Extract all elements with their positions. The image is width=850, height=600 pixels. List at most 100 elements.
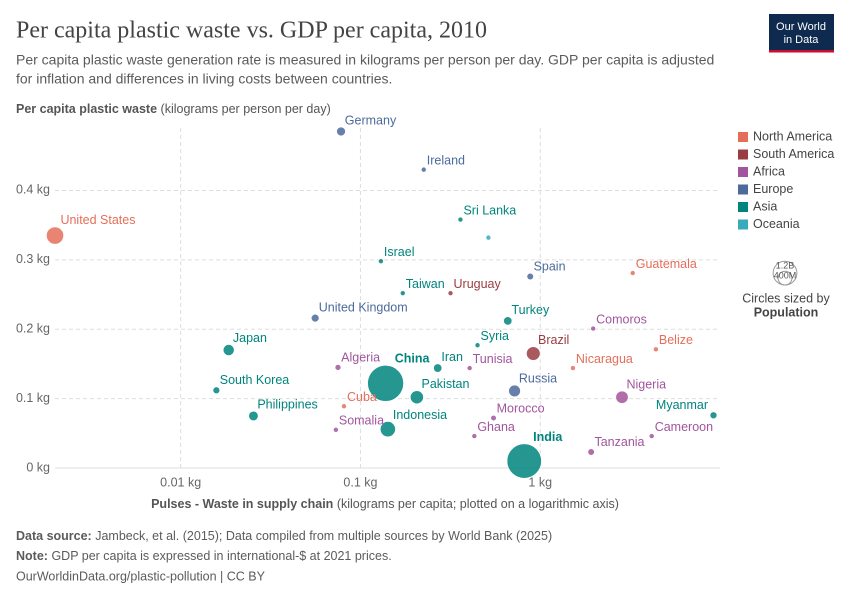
logo-text: Our World — [776, 21, 826, 33]
point-label: Turkey — [511, 303, 549, 317]
x-tick-label: 0.1 kg — [343, 475, 377, 489]
y-tick-label: 0.4 kg — [16, 183, 50, 197]
logo-bar — [769, 50, 834, 53]
bubble — [379, 421, 396, 438]
bubble — [490, 414, 497, 422]
bubble — [333, 427, 339, 433]
point-label: Sri Lanka — [463, 203, 516, 217]
source-label: Data source: — [16, 529, 92, 543]
bubble — [570, 365, 576, 371]
legend-label: Oceania — [753, 217, 800, 231]
bubble — [466, 365, 473, 371]
bubble — [471, 433, 478, 439]
point-label: Somalia — [339, 414, 384, 428]
point-label: India — [533, 430, 563, 444]
bubble — [615, 390, 629, 404]
size-legend-label: 1.2B — [776, 261, 795, 271]
point-label: Cuba — [347, 390, 377, 404]
bubble — [648, 433, 655, 439]
point-label: United States — [60, 213, 135, 227]
point-label: Morocco — [497, 402, 545, 416]
bubble — [46, 226, 64, 245]
bubble — [526, 346, 541, 361]
legend-label: Europe — [753, 182, 793, 196]
x-axis-note: (kilograms per capita; plotted on a loga… — [337, 497, 619, 511]
bubble — [590, 325, 596, 332]
bubble — [506, 443, 542, 479]
bubble — [341, 403, 347, 410]
legend-swatch — [738, 149, 748, 160]
y-tick-label: 0.1 kg — [16, 391, 50, 405]
legend-label: Asia — [753, 199, 777, 213]
bubble — [653, 346, 659, 353]
bubble — [222, 344, 235, 356]
bubble — [399, 290, 406, 296]
point-label: Philippines — [257, 397, 317, 411]
y-axis-title: Per capita plastic waste — [16, 102, 157, 116]
source: Data source: Jambeck, et al. (2015); Dat… — [16, 529, 552, 543]
logo-box — [769, 14, 834, 52]
x-axis-label: Pulses - Waste in supply chain (kilogram… — [151, 497, 619, 511]
point-label: Uruguay — [454, 277, 502, 291]
legend-swatch — [738, 184, 748, 195]
point-label: Ireland — [427, 153, 465, 167]
size-legend-variable: Population — [754, 305, 819, 319]
x-tick-label: 0.01 kg — [160, 475, 201, 489]
point-label: Pakistan — [422, 377, 470, 391]
point-label: Spain — [534, 259, 566, 273]
point-label: Iran — [441, 350, 463, 364]
point-label: Brazil — [538, 333, 569, 347]
bubble — [629, 270, 636, 276]
note-label: Note: — [16, 549, 48, 563]
y-tick-label: 0.2 kg — [16, 322, 50, 336]
point-label: Nigeria — [626, 377, 666, 391]
url: OurWorldinData.org/plastic-pollution | C… — [16, 569, 266, 583]
bubble — [433, 363, 443, 373]
y-axis-label: Per capita plastic waste (kilograms per … — [16, 102, 331, 116]
note: Note: GDP per capita is expressed in int… — [16, 549, 392, 563]
point-label: Belize — [659, 333, 693, 347]
y-axis-note: (kilograms per person per day) — [161, 102, 331, 116]
subtitle: for inflation and differences in living … — [16, 71, 392, 87]
bubble — [367, 365, 404, 402]
point-label: Cameroon — [655, 420, 713, 434]
bubble — [409, 390, 424, 405]
chart-title: Per capita plastic waste vs. GDP per cap… — [16, 18, 487, 44]
size-legend-label: 400M — [774, 271, 797, 281]
legend-swatch — [738, 202, 748, 212]
point-label: Myanmar — [656, 398, 708, 412]
bubble — [420, 166, 427, 173]
point-label: Ghana — [477, 420, 515, 434]
legend-label: North America — [753, 129, 832, 143]
bubble — [334, 364, 342, 371]
bubble — [587, 448, 595, 456]
point-label: China — [395, 352, 431, 366]
bubble — [378, 258, 384, 265]
point-label: Indonesia — [393, 408, 447, 422]
bubble — [457, 216, 464, 223]
source-text: Jambeck, et al. (2015); Data compiled fr… — [95, 529, 552, 543]
legend-label: South America — [753, 147, 834, 161]
bubble — [503, 316, 513, 326]
note-text: GDP per capita is expressed in internati… — [51, 549, 391, 563]
logo-text: in Data — [784, 34, 820, 46]
size-legend-title: Circles sized by — [742, 291, 830, 305]
point-label: Comoros — [596, 312, 647, 326]
x-axis-title: Pulses - Waste in supply chain — [151, 497, 333, 511]
point-label: Tanzania — [594, 435, 644, 449]
point-label: South Korea — [220, 373, 290, 387]
point-label: Syria — [481, 329, 510, 343]
bubble — [336, 126, 346, 137]
y-tick-label: 0.3 kg — [16, 252, 50, 266]
legend-swatch — [738, 167, 748, 177]
bubble — [212, 386, 221, 395]
bubble — [526, 272, 534, 281]
point-label: Germany — [345, 113, 397, 127]
subtitle: Per capita plastic waste generation rate… — [16, 52, 714, 68]
point-label: Guatemala — [636, 257, 697, 271]
y-tick-label: 0 kg — [26, 460, 50, 474]
bubble — [447, 290, 454, 296]
point-label: Nicaragua — [576, 352, 633, 366]
point-label: Taiwan — [406, 277, 445, 291]
